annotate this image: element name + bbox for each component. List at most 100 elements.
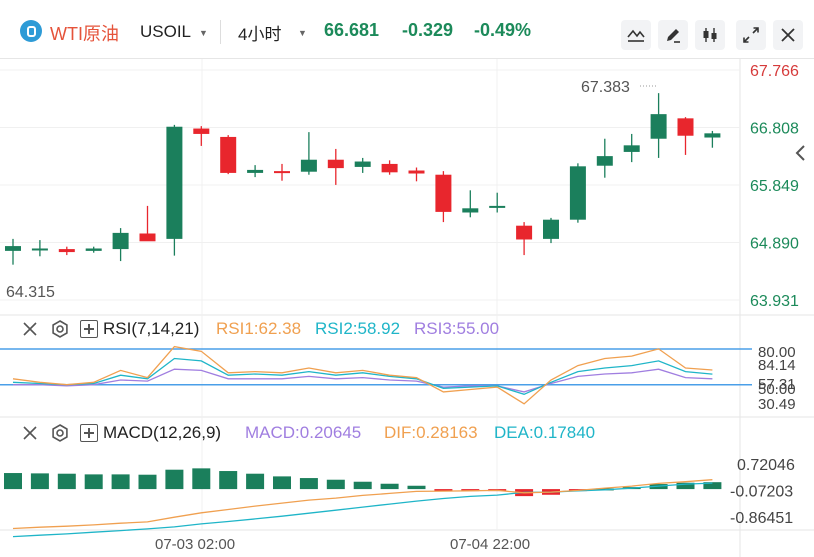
chart-header: WTI原油 USOIL ▼ 4小时 ▼ 66.681 -0.329 -0.49% <box>0 0 814 60</box>
price-change-percent: -0.49% <box>474 20 532 40</box>
candle-body <box>112 232 129 250</box>
rsi-tick-label: 80.00 <box>758 344 796 361</box>
dif-value: DIF:0.28163 <box>384 423 478 442</box>
interval-selector[interactable]: 4小时 <box>238 25 282 44</box>
dea-value: DEA:0.17840 <box>494 423 596 442</box>
price-tick-label: 64.890 <box>750 235 799 252</box>
candle-body <box>677 118 694 136</box>
candle-body <box>274 171 290 174</box>
candle-body <box>381 163 398 173</box>
macd-indicator-name: MACD(12,26,9) <box>103 423 222 442</box>
macd-histogram-bar <box>299 478 318 490</box>
candle-body <box>354 161 371 167</box>
macd-close-icon[interactable] <box>20 423 40 443</box>
candle-body <box>704 133 721 138</box>
symbol-name[interactable]: WTI原油 <box>50 24 119 44</box>
macd-histogram-bar <box>219 471 238 490</box>
rsi-settings-icon[interactable] <box>50 319 70 339</box>
rsi-tick-label: 50.00 <box>758 381 796 398</box>
macd-histogram-bar <box>273 476 291 490</box>
candle-body <box>596 156 613 166</box>
candle-type-icon <box>703 28 717 42</box>
rsi-tick-label: 30.49 <box>758 396 796 413</box>
rsi-tick-label: 84.14 <box>758 357 796 374</box>
header-divider <box>220 20 221 44</box>
candle-body <box>5 246 21 251</box>
price-change: -0.329 <box>402 20 454 40</box>
candle-body <box>623 145 640 152</box>
header-divider-line <box>0 58 814 59</box>
draw-icon <box>667 29 680 43</box>
macd-histogram-bar <box>326 479 345 490</box>
rsi2-line <box>12 357 713 395</box>
x-axis-label: 07-03 02:00 <box>155 536 235 553</box>
candle-body <box>462 208 479 213</box>
candle-body <box>247 169 264 173</box>
macd-histogram-bar <box>57 473 76 490</box>
price-tick-label: 65.849 <box>750 178 799 195</box>
macd-histogram-bar <box>192 468 211 490</box>
interval-dropdown-icon[interactable]: ▼ <box>298 28 307 38</box>
candle-type-button[interactable] <box>695 20 725 50</box>
candle-body <box>220 136 237 173</box>
candle-body <box>489 205 506 208</box>
candle-body <box>327 159 344 169</box>
macd-histogram-bar <box>246 473 265 490</box>
macd-histogram-bar <box>407 485 426 490</box>
low-price-label: 64.315 <box>6 284 55 301</box>
candle-body <box>435 174 452 212</box>
macd-histogram-bar <box>4 473 22 490</box>
macd-histogram-bar <box>434 489 453 492</box>
close-button[interactable] <box>773 20 803 50</box>
candle-body <box>85 248 102 251</box>
macd-histogram-bar <box>380 483 399 490</box>
indicator-icon <box>627 29 645 42</box>
rsi1-line <box>12 345 713 405</box>
dea-line <box>12 482 713 538</box>
macd-add-icon[interactable] <box>80 424 98 442</box>
candle-body <box>166 126 183 239</box>
candle-body <box>31 248 48 251</box>
rsi3-value: RSI3:55.00 <box>414 319 500 338</box>
candle-body <box>193 128 210 134</box>
macd-histogram-bar <box>165 469 184 490</box>
macd-histogram-bar <box>84 474 103 490</box>
rsi-panel-header: RSI(7,14,21) RSI1:62.38 RSI2:58.92 RSI3:… <box>0 318 740 340</box>
close-icon <box>781 28 795 42</box>
symbol-dropdown-icon[interactable]: ▼ <box>199 28 208 38</box>
macd-value: MACD:0.20645 <box>245 423 362 442</box>
rsi1-value: RSI1:62.38 <box>216 319 302 338</box>
x-axis-label: 07-04 22:00 <box>450 536 530 553</box>
price-tick-label: 67.766 <box>750 63 799 80</box>
rsi-indicator-name: RSI(7,14,21) <box>103 319 200 338</box>
symbol-logo-icon <box>20 20 42 42</box>
macd-histogram-bar <box>138 474 157 490</box>
candle-body <box>516 225 533 240</box>
rsi-tick-label: 57.31 <box>758 376 796 393</box>
macd-histogram-bar <box>111 474 130 490</box>
indicator-button[interactable] <box>621 20 651 50</box>
price-tick-label: 63.931 <box>750 293 799 310</box>
symbol-code[interactable]: USOIL <box>140 22 192 41</box>
macd-settings-icon[interactable] <box>50 423 70 443</box>
candle-body <box>408 170 425 174</box>
draw-button[interactable] <box>658 20 688 50</box>
candle-body <box>58 249 75 253</box>
rsi2-value: RSI2:58.92 <box>315 319 401 338</box>
macd-tick-label: -0.86451 <box>730 510 793 527</box>
candle-body <box>650 114 667 139</box>
candle-body <box>139 233 156 242</box>
macd-panel-header: MACD(12,26,9) MACD:0.20645 DIF:0.28163 D… <box>0 422 740 444</box>
rsi-close-icon[interactable] <box>20 319 40 339</box>
dif-line <box>12 479 713 530</box>
macd-histogram-bar <box>703 482 722 490</box>
candle-body <box>543 219 559 239</box>
macd-histogram-bar <box>353 481 372 490</box>
fullscreen-button[interactable] <box>736 20 766 50</box>
macd-tick-label: 0.72046 <box>737 457 795 474</box>
last-price: 66.681 <box>324 20 380 40</box>
rsi-add-icon[interactable] <box>80 320 98 338</box>
chevron-left-icon[interactable] <box>790 138 812 168</box>
macd-histogram-bar <box>676 482 695 490</box>
